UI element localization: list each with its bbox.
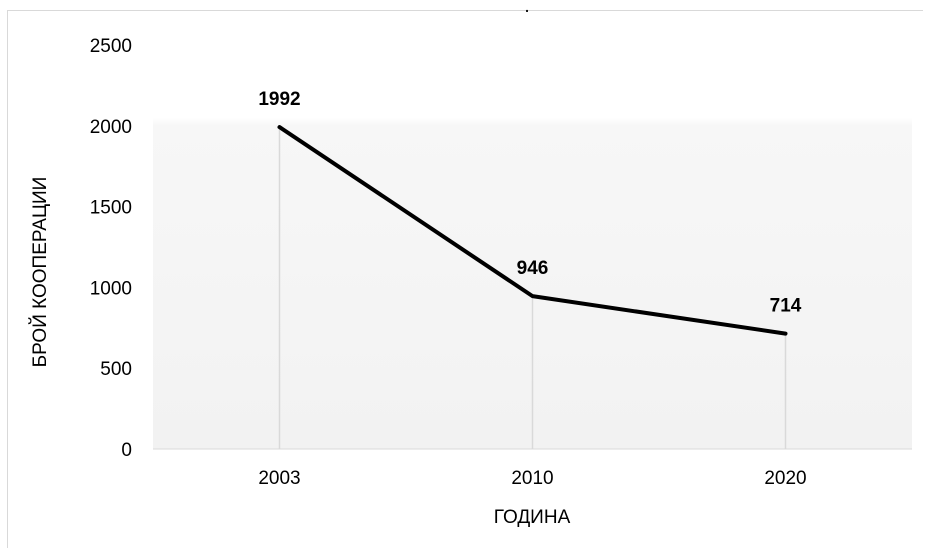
data-label: 946 bbox=[517, 258, 549, 279]
x-axis-ticks: 2003 2010 2020 bbox=[258, 468, 806, 489]
x-tick-label: 2020 bbox=[764, 468, 806, 489]
x-tick-label: 2003 bbox=[258, 468, 300, 489]
chart-title: . bbox=[524, 0, 529, 17]
data-label: 1992 bbox=[258, 89, 300, 110]
y-tick-label: 1000 bbox=[90, 278, 132, 299]
x-tick-label: 2010 bbox=[511, 468, 553, 489]
y-axis-ticks: 0 500 1000 1500 2000 2500 bbox=[90, 36, 132, 461]
x-axis-title: ГОДИНА bbox=[494, 507, 571, 528]
y-tick-label: 0 bbox=[121, 440, 132, 461]
y-tick-label: 500 bbox=[100, 359, 132, 380]
y-tick-label: 2000 bbox=[90, 117, 132, 138]
y-tick-label: 2500 bbox=[90, 36, 132, 57]
data-label: 714 bbox=[770, 296, 802, 317]
y-tick-label: 1500 bbox=[90, 198, 132, 219]
y-axis-title: БРОЙ КООПЕРАЦИИ bbox=[29, 177, 51, 368]
